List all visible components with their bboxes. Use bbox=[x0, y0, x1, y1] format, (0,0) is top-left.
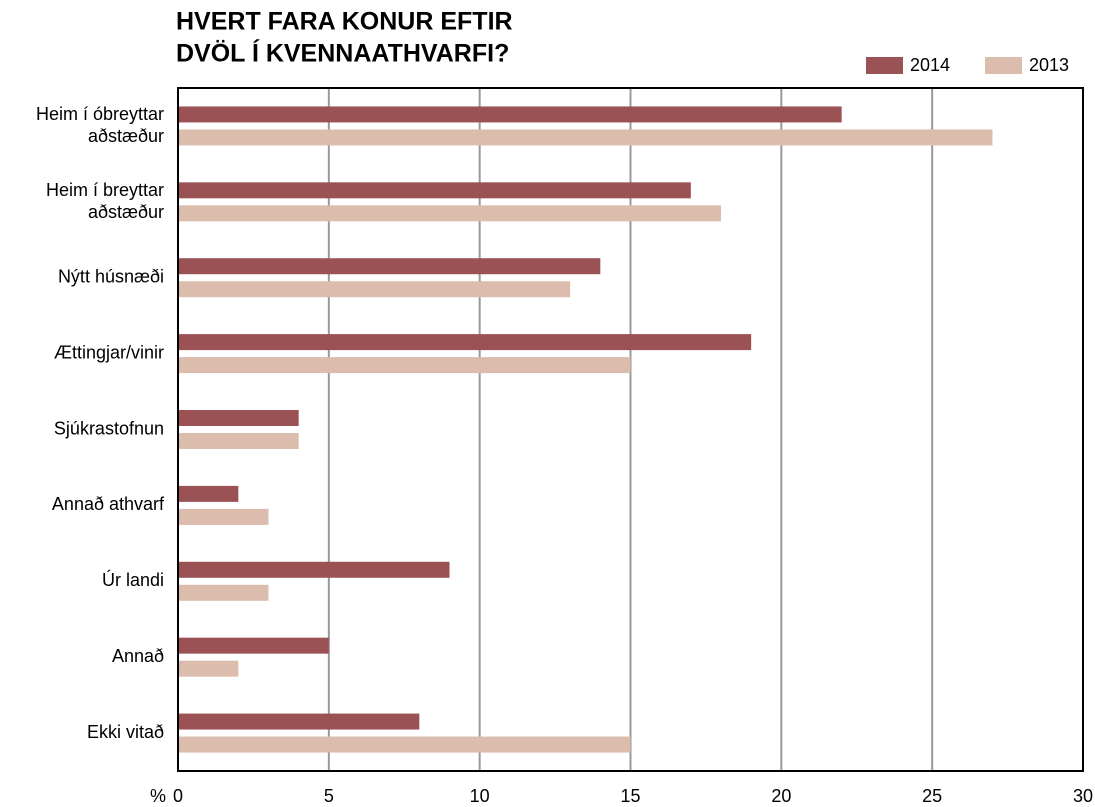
bar bbox=[178, 637, 329, 654]
y-tick-label: Annað athvarf bbox=[52, 494, 165, 514]
bar bbox=[178, 258, 601, 275]
legend-label: 2014 bbox=[910, 55, 950, 75]
bar bbox=[178, 205, 721, 222]
bar bbox=[178, 410, 299, 426]
x-tick-label: 5 bbox=[324, 786, 334, 806]
x-axis-label: % bbox=[150, 786, 166, 806]
y-tick-label: Ættingjar/vinir bbox=[54, 342, 164, 362]
bar bbox=[178, 433, 299, 449]
bar bbox=[178, 182, 691, 199]
bar bbox=[178, 584, 269, 601]
label-line: aðstæður bbox=[88, 126, 164, 146]
x-tick-label: 0 bbox=[173, 786, 183, 806]
x-tick-label: 30 bbox=[1073, 786, 1093, 806]
bar bbox=[178, 508, 269, 525]
label-line: aðstæður bbox=[88, 202, 164, 222]
bar bbox=[178, 736, 631, 753]
bar bbox=[178, 281, 571, 298]
chart-title: HVERT FARA KONUR EFTIR bbox=[176, 8, 513, 36]
y-tick-label: Sjúkrastofnun bbox=[54, 418, 164, 438]
y-tick-label: Heim í breyttar aðstæður bbox=[46, 180, 164, 222]
x-tick-label: 20 bbox=[771, 786, 791, 806]
bar bbox=[178, 660, 239, 677]
legend-swatch bbox=[866, 57, 903, 74]
chart-title: DVÖL Í KVENNAATHVARFI? bbox=[176, 39, 509, 68]
bar bbox=[178, 106, 842, 123]
label-line: Heim í óbreyttar bbox=[36, 104, 164, 124]
bar bbox=[178, 129, 993, 146]
y-tick-label: Annað bbox=[112, 646, 164, 666]
bar bbox=[178, 713, 420, 730]
bar bbox=[178, 357, 631, 374]
x-tick-label: 15 bbox=[620, 786, 640, 806]
y-tick-label: Heim í óbreyttar aðstæður bbox=[36, 104, 164, 146]
x-tick-label: 10 bbox=[470, 786, 490, 806]
label-line: Heim í breyttar bbox=[46, 180, 164, 200]
bar bbox=[178, 561, 450, 578]
bar bbox=[178, 334, 752, 351]
legend-swatch bbox=[985, 57, 1022, 74]
y-tick-label: Ekki vitað bbox=[87, 722, 164, 742]
plot-frame bbox=[177, 87, 1084, 772]
y-tick-label: Nýtt húsnæði bbox=[58, 266, 164, 286]
legend-label: 2013 bbox=[1029, 55, 1069, 75]
y-tick-label: Úr landi bbox=[102, 569, 164, 590]
x-tick-label: 25 bbox=[922, 786, 942, 806]
bar bbox=[178, 485, 239, 502]
